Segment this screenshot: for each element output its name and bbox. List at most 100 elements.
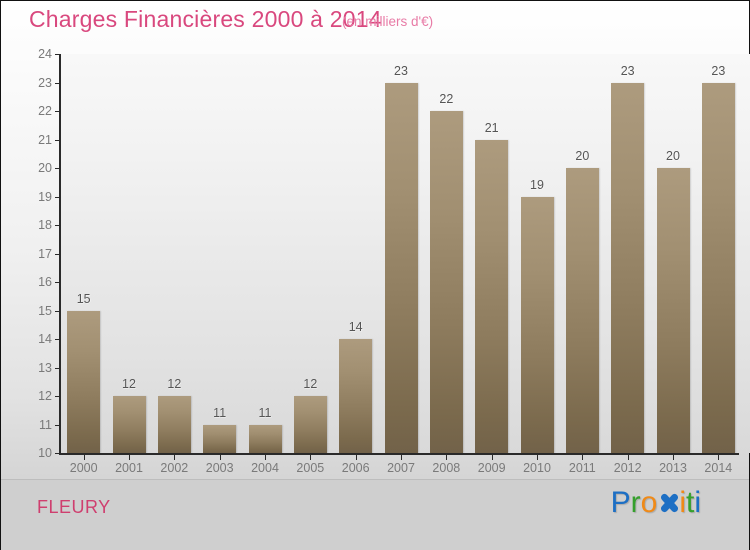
logo-letter-r: r xyxy=(630,486,641,519)
bar[interactable] xyxy=(203,424,237,453)
bar-value-label: 15 xyxy=(76,291,91,306)
bar[interactable] xyxy=(475,139,509,453)
bar[interactable] xyxy=(520,196,554,453)
bar-value-label: 12 xyxy=(167,377,182,391)
y-axis-tick-label: 12 xyxy=(38,389,52,403)
logo-letter-i1: i xyxy=(679,486,686,519)
page-title: Charges Financières 2000 à 2014 xyxy=(29,6,382,32)
y-axis-tick-label: 15 xyxy=(38,303,52,318)
y-axis-tick xyxy=(55,339,61,340)
bar-value-label: 14 xyxy=(348,320,363,334)
y-axis-tick-label: 24 xyxy=(38,47,52,61)
x-axis-tick xyxy=(219,454,221,460)
logo-letter-p: P xyxy=(610,486,631,519)
x-axis-tick-label: 2000 xyxy=(69,461,98,475)
x-axis-tick-label: 2003 xyxy=(205,461,234,475)
x-axis-tick-label: 2004 xyxy=(251,461,279,475)
x-axis-tick xyxy=(129,454,130,460)
bar-value-label: 23 xyxy=(711,63,726,78)
bar-value-label: 11 xyxy=(258,405,272,420)
x-axis-tick xyxy=(537,454,538,460)
y-axis-tick xyxy=(55,282,61,283)
x-axis-tick-label: 2012 xyxy=(613,461,642,475)
y-axis-tick-label: 22 xyxy=(38,104,52,118)
bar[interactable] xyxy=(611,82,645,453)
y-axis-tick-label: 13 xyxy=(38,360,52,375)
bar-value-label: 11 xyxy=(213,405,227,420)
x-axis-tick xyxy=(265,454,266,460)
chart-header: Charges Financières 2000 à 2014 (en mill… xyxy=(1,1,749,43)
x-axis-tick-label: 2009 xyxy=(477,461,506,475)
x-axis-tick-label: 2001 xyxy=(115,461,143,475)
y-axis-tick-label: 16 xyxy=(38,275,52,289)
y-axis-tick xyxy=(55,253,61,255)
x-axis-tick xyxy=(83,454,85,460)
bar-value-label: 19 xyxy=(530,177,544,192)
bar[interactable] xyxy=(67,310,101,453)
bar[interactable] xyxy=(339,339,373,453)
bar-value-label: 22 xyxy=(439,92,454,106)
bar-value-label: 23 xyxy=(394,63,408,78)
proxiti-logo[interactable]: Pro iti xyxy=(611,486,701,520)
logo-letter-i2: i xyxy=(694,486,701,519)
y-axis-tick xyxy=(55,310,61,312)
x-axis-tick xyxy=(310,454,312,460)
y-axis-tick xyxy=(55,424,61,426)
logo-x-icon xyxy=(657,492,679,514)
chart-subtitle: (en milliers d'€) xyxy=(342,14,434,29)
y-axis-tick-label: 21 xyxy=(38,132,52,147)
x-axis-tick-label: 2014 xyxy=(704,461,733,475)
y-axis-tick xyxy=(55,168,61,169)
x-axis-tick xyxy=(627,454,629,460)
bar[interactable] xyxy=(293,396,327,453)
bar-value-label: 12 xyxy=(303,377,318,391)
commune-name-label: FLEURY xyxy=(37,497,111,517)
x-axis-tick-label: 2010 xyxy=(523,461,551,475)
x-axis-tick xyxy=(446,454,448,460)
x-axis-tick-label: 2006 xyxy=(341,461,370,475)
bar[interactable] xyxy=(701,82,735,453)
x-axis-tick xyxy=(491,454,493,460)
chart-footer: FLEURY Pro iti xyxy=(1,479,749,550)
x-axis-tick xyxy=(355,454,357,460)
bar[interactable] xyxy=(248,424,282,453)
y-axis-tick xyxy=(55,396,61,397)
bar-value-label: 12 xyxy=(122,377,136,391)
bar[interactable] xyxy=(565,168,599,453)
y-axis-tick-label: 19 xyxy=(38,189,52,204)
bar[interactable] xyxy=(656,168,690,453)
y-axis-tick-label: 20 xyxy=(38,161,52,175)
plot-frame: 10 11 12 13 14 15 16 17 18 19 20 21 22 23 24 2000 2001 2… xyxy=(38,47,750,475)
logo-letter-o: o xyxy=(640,486,658,519)
bar[interactable] xyxy=(429,111,463,453)
bar[interactable] xyxy=(384,82,418,453)
x-axis-tick-label: 2002 xyxy=(160,461,189,475)
y-axis-tick xyxy=(55,82,61,84)
x-axis-tick xyxy=(401,454,402,460)
y-axis-tick xyxy=(55,225,61,226)
x-axis-tick-label: 2008 xyxy=(432,461,461,475)
x-axis-tick xyxy=(174,454,176,460)
x-axis-tick-label: 2013 xyxy=(659,461,687,475)
x-axis-tick-label: 2005 xyxy=(296,461,325,475)
y-axis-tick xyxy=(55,196,61,198)
bar-value-label: 21 xyxy=(484,120,499,135)
y-axis-tick-label: 10 xyxy=(38,446,52,460)
x-axis-line xyxy=(59,453,739,455)
bar[interactable] xyxy=(112,396,146,453)
bar-value-label: 20 xyxy=(666,149,680,163)
x-axis-tick xyxy=(718,454,720,460)
y-axis-tick-label: 14 xyxy=(38,332,52,346)
y-axis-tick-label: 11 xyxy=(39,417,52,432)
y-axis-tick xyxy=(55,54,61,55)
y-axis-tick xyxy=(55,367,61,369)
y-axis-tick xyxy=(55,453,61,454)
y-axis-tick xyxy=(55,139,61,141)
bar[interactable] xyxy=(157,396,191,453)
logo-letter-t: t xyxy=(685,486,695,519)
bar-value-label: 23 xyxy=(620,63,635,78)
y-axis-tick-label: 23 xyxy=(38,75,52,90)
y-axis-tick xyxy=(55,111,61,112)
y-axis-tick-label: 18 xyxy=(38,218,52,232)
